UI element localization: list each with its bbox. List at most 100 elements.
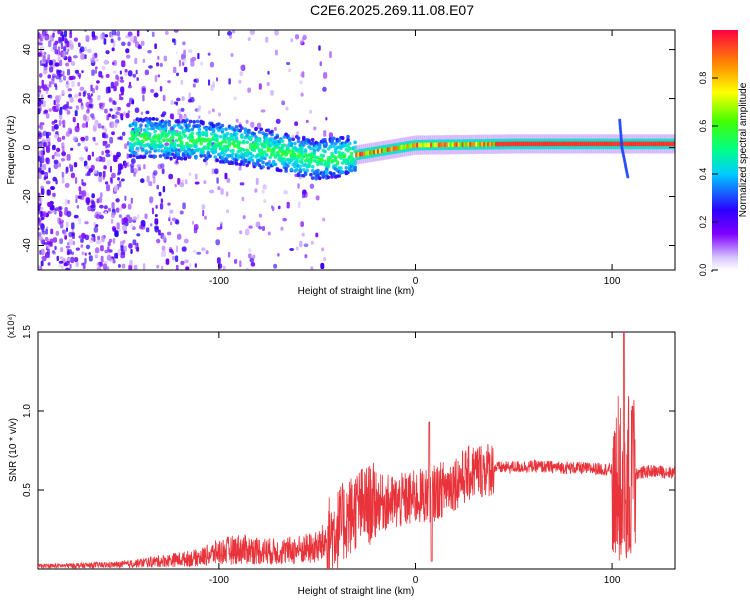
spectrogram-cell [418, 142, 421, 148]
spectrogram-cell [167, 80, 171, 84]
spectrogram-cell [174, 184, 177, 188]
spectrogram-cell [103, 38, 107, 45]
spectrogram-cell [67, 56, 72, 63]
spectrogram-cell [614, 141, 618, 147]
spectrogram-cell [323, 144, 327, 148]
spectrogram-cell [277, 150, 281, 154]
spectrogram-cell [201, 204, 206, 210]
spectrogram-cell [87, 105, 90, 112]
spectrogram-cell [93, 122, 98, 128]
spectrogram-cell [160, 113, 165, 118]
spectrogram-cell [78, 235, 82, 239]
spectrogram-cell [38, 42, 43, 46]
spectrogram-cell [176, 118, 180, 123]
spectrogram-cell [213, 150, 218, 154]
spectrogram-cell [287, 149, 292, 153]
spectrogram-cell [41, 57, 47, 65]
spectrogram-cell [148, 117, 152, 121]
spectrogram-cell [54, 62, 60, 67]
spectrogram-cell [216, 77, 218, 82]
spectrogram-cell [317, 142, 322, 146]
spectrogram-cell [73, 162, 78, 168]
spectrogram-cell [58, 260, 64, 264]
spectrogram-cell [213, 155, 218, 159]
spectrogram-cell [55, 95, 60, 101]
spectrogram-cell [326, 161, 331, 165]
spectrogram-cell [45, 172, 48, 177]
spectrogram-cell [93, 226, 99, 233]
spectrogram-cell [406, 144, 409, 149]
spectrogram-cell [65, 131, 70, 137]
spectrogram-cell [182, 41, 186, 46]
spectrogram-cell [136, 77, 139, 81]
spectrogram-cell [182, 115, 188, 119]
spectrogram-cell [84, 252, 87, 256]
spectrogram-cell [240, 126, 244, 130]
spectrogram-cell [129, 163, 135, 168]
spectrogram-cell [133, 126, 138, 131]
spectrogram-cell [75, 261, 79, 267]
spectrogram-cell [148, 132, 152, 136]
spectrogram-cell [273, 127, 277, 131]
spectrogram-cell [54, 124, 59, 130]
spectrogram-cell [250, 262, 256, 267]
spectrogram-cell [125, 112, 130, 119]
spectrogram-cell [208, 140, 212, 144]
spectrogram-cell [346, 170, 350, 175]
spectrogram-cell [111, 62, 115, 65]
spectrogram-cell [65, 245, 71, 249]
spectrogram-cell [91, 151, 94, 157]
spectrogram-cell [280, 226, 284, 231]
spectrogram-cell [116, 151, 121, 158]
spectrogram-cell [96, 213, 100, 220]
spectrogram-cell [231, 152, 235, 156]
spectrogram-cell [202, 145, 207, 149]
spectrogram-cell [333, 155, 338, 160]
spectrogram-cell [78, 92, 82, 97]
spectrogram-cell [247, 37, 251, 41]
spectrogram-cell [217, 122, 221, 126]
spectrogram-cell [238, 129, 242, 133]
spectrogram-cell [225, 191, 229, 197]
spectrogram-cell [119, 135, 123, 141]
spectrogram-cell [656, 141, 659, 147]
spectrogram-cell [80, 105, 85, 110]
spectrogram-cell [54, 245, 57, 251]
spectrogram-cell [46, 146, 51, 154]
spectrogram-cell [150, 88, 155, 93]
spectrogram-cell [140, 111, 144, 116]
spectrogram-cell [361, 151, 364, 157]
spectrogram-cell [532, 141, 535, 147]
spectrogram-cell [55, 103, 60, 108]
spectrogram-cell [136, 164, 141, 168]
spectrogram-cell [211, 108, 215, 113]
spectrogram-cell [337, 174, 341, 178]
spectrogram-cell [180, 260, 185, 266]
spectrogram-cell [54, 119, 58, 124]
spectrogram-cell [196, 251, 202, 255]
spectrogram-cell [549, 141, 553, 147]
spectrogram-cell [82, 182, 87, 187]
spectrogram-cell [66, 110, 71, 115]
spectrogram-cell [110, 212, 116, 219]
spectrogram-cell [229, 134, 234, 139]
spectrogram-cell [300, 73, 304, 77]
spectrogram-cell [80, 244, 83, 248]
spectrogram-cell [313, 126, 317, 131]
spectrogram-cell [304, 254, 308, 259]
spectrogram-cell [59, 59, 63, 67]
spectrogram-cell [111, 121, 115, 129]
spectrogram-cell [500, 141, 504, 147]
spectrogram-cell [137, 214, 140, 219]
spectrogram-cell [224, 172, 228, 180]
spectrogram-cell [98, 175, 102, 183]
spectrogram-cell [153, 140, 157, 144]
spectrogram-cell [648, 141, 651, 147]
spectrogram-cell [192, 249, 197, 254]
spectrogram-cell [215, 158, 219, 163]
spectrogram-cell [43, 176, 47, 181]
spectrogram-cell [69, 32, 73, 39]
spectrogram-cell [45, 251, 50, 259]
spectrogram-cell [70, 256, 75, 264]
spectrogram-cell [71, 80, 75, 88]
